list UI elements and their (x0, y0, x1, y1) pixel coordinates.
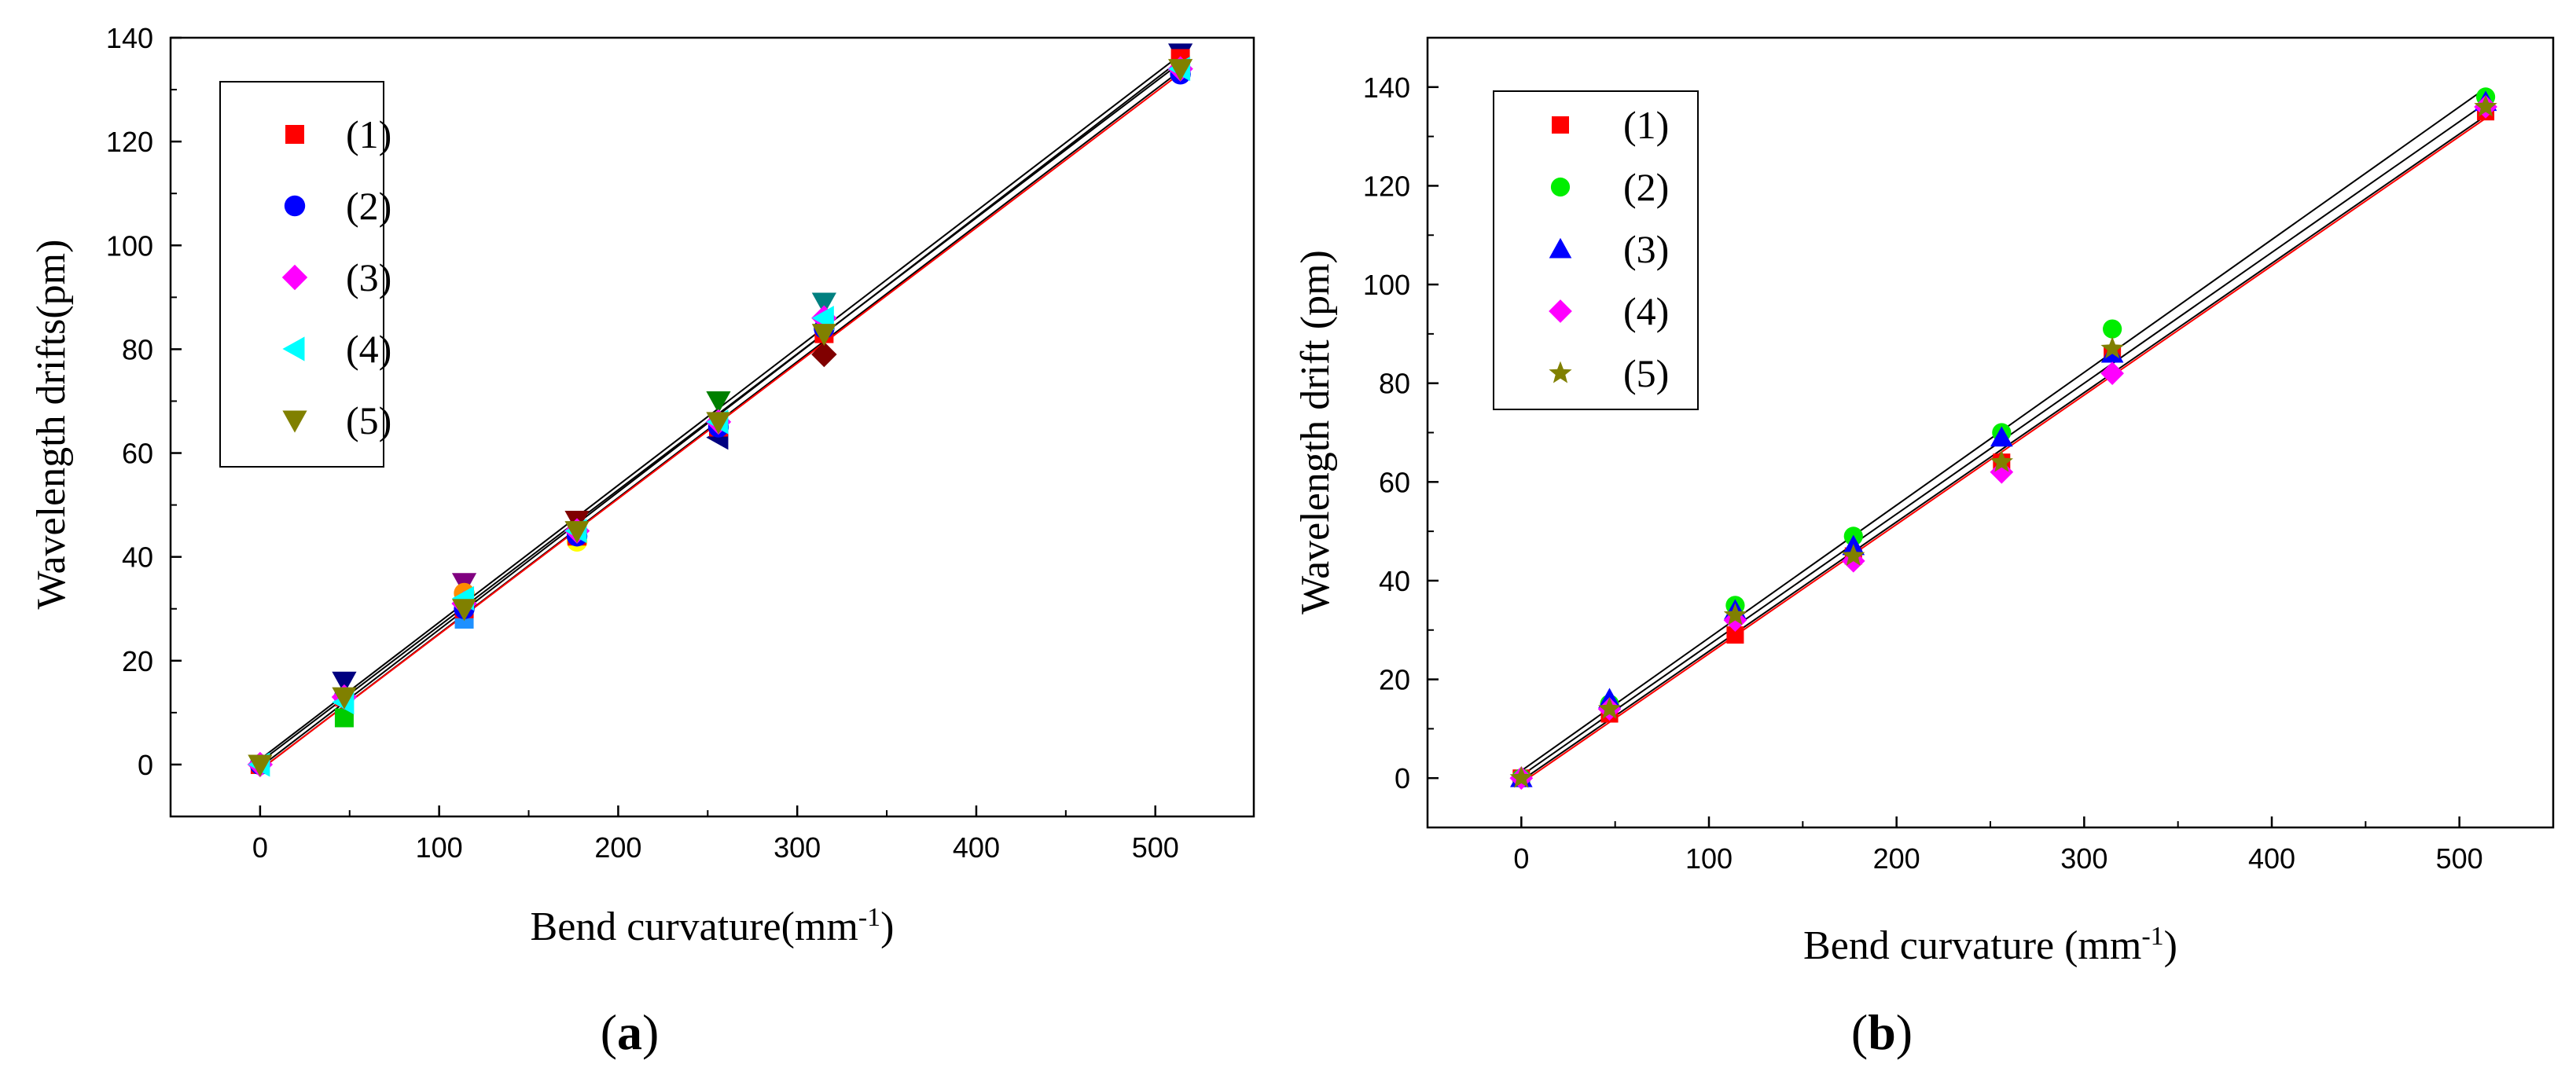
data-point-series-5 (2100, 336, 2124, 359)
panel-label-a: (a) (601, 1004, 660, 1060)
legend-label-3: (3) (1623, 227, 1669, 271)
y-tick-label: 20 (1379, 664, 1410, 696)
y-tick-label: 100 (1363, 269, 1410, 301)
y-tick-label: 60 (1379, 466, 1410, 498)
x-tick-label: 400 (953, 831, 1000, 864)
x-tick-label: 0 (1513, 842, 1529, 875)
legend-marker-2 (284, 195, 306, 217)
data-point-extra (706, 391, 731, 414)
legend-label-4: (4) (346, 327, 391, 371)
y-tick-label: 80 (1379, 368, 1410, 400)
y-tick-label: 40 (1379, 565, 1410, 597)
plot-frame-a (169, 36, 1255, 818)
legend-marker-4 (282, 336, 305, 361)
y-tick-label: 140 (1363, 72, 1410, 104)
data-point-series-5 (2474, 94, 2497, 117)
x-tick-label: 200 (1873, 842, 1920, 875)
y-tick-label: 120 (106, 126, 153, 158)
legend-marker-1 (1552, 116, 1569, 134)
data-point-series-5 (332, 687, 357, 710)
legend-label-5: (5) (1623, 351, 1669, 395)
legend-marker-5 (1549, 361, 1572, 383)
y-tick-label: 60 (122, 438, 153, 470)
legend-marker-1 (285, 125, 304, 144)
legend-label-2: (2) (346, 184, 391, 228)
x-tick-label: 100 (1685, 842, 1733, 875)
legend-label-2: (2) (1623, 165, 1669, 209)
legend-marker-2 (1550, 177, 1571, 197)
legend-box-b (1493, 90, 1699, 410)
axis-ticks-b: 0 100 200 300 400 500 0 20 40 60 80 100 120 140 (1363, 72, 2483, 875)
y-tick-label: 80 (122, 333, 153, 365)
legend-label-4: (4) (1623, 289, 1669, 333)
chart-panel-b: 0 100 200 300 400 500 0 20 40 60 80 100 120 140 (1) (2… (1293, 36, 2555, 1060)
legend-marker-3 (281, 264, 308, 291)
y-tick-label: 0 (1395, 762, 1410, 794)
y-axis-title-a: Wavelength drifts(pm) (29, 240, 74, 610)
legend-marker-4 (1549, 299, 1572, 323)
data-point-series-5 (1509, 765, 1533, 788)
panel-label-b: (b) (1851, 1004, 1913, 1060)
data-point-series-3 (1990, 426, 2013, 447)
fit-line (1520, 117, 2486, 784)
data-point-series-4 (1990, 460, 2014, 484)
data-point-series-5 (248, 754, 273, 777)
x-axis-title-sup-b: -1 (2141, 922, 2163, 951)
legend-label-1: (1) (1623, 103, 1669, 147)
data-point-extra (811, 341, 837, 368)
y-tick-label: 20 (122, 645, 153, 677)
x-axis-title-a: Bend curvature(mm-1) (531, 903, 895, 949)
x-tick-label: 500 (1132, 831, 1179, 864)
y-tick-label: 140 (106, 22, 153, 54)
fit-line (1520, 115, 2486, 782)
data-point-series-2 (2103, 319, 2122, 339)
data-point-series-5 (451, 599, 477, 622)
x-tick-label: 300 (2060, 842, 2107, 875)
x-axis-title-text-b: Bend curvature (mm (1803, 923, 2141, 968)
x-tick-label: 100 (416, 831, 463, 864)
y-axis-title-b: Wavelength drift (pm) (1293, 250, 1338, 615)
data-point-series-5 (1723, 603, 1747, 626)
x-tick-label: 300 (774, 831, 821, 864)
data-point-series-5 (706, 412, 731, 435)
data-point-series-5 (1842, 544, 1865, 566)
y-tick-label: 0 (138, 749, 153, 781)
legend-label-3: (3) (346, 255, 391, 299)
x-tick-label: 0 (252, 831, 268, 864)
data-point-series-1 (1726, 626, 1744, 644)
x-axis-title-b: Bend curvature (mm-1) (1803, 922, 2177, 968)
axis-ticks-a: 0 100 200 300 400 500 0 20 40 60 80 100 120 140 (106, 22, 1179, 864)
data-point-series-4 (2100, 361, 2124, 385)
data-point-series-5 (811, 324, 836, 347)
data-point-series-5 (1168, 59, 1193, 82)
legend-marker-3 (1549, 237, 1572, 259)
data-point-series-5 (564, 521, 590, 544)
panel-label-letter-a: a (617, 1004, 642, 1060)
data-point-extra (332, 671, 357, 694)
x-tick-label: 400 (2248, 842, 2295, 875)
legend-marker-5 (282, 410, 307, 433)
data-points-a (247, 43, 1193, 778)
data-point-extra (811, 292, 836, 315)
legend-label-1: (1) (346, 112, 391, 156)
y-tick-label: 100 (106, 229, 153, 262)
data-points-b (1509, 87, 2497, 791)
legend-label-5: (5) (346, 398, 391, 442)
panel-label-letter-b: b (1868, 1004, 1896, 1060)
x-tick-label: 500 (2436, 842, 2483, 875)
x-tick-label: 200 (594, 831, 641, 864)
x-axis-title-text-a: Bend curvature(mm (531, 904, 858, 949)
x-axis-title-sup-a: -1 (858, 903, 880, 932)
x-axis-title-close-a: ) (880, 904, 894, 949)
y-tick-label: 40 (122, 541, 153, 574)
data-point-series-5 (1597, 696, 1622, 719)
x-axis-title-close-b: ) (2164, 923, 2177, 968)
legend-b: (1) (2) (3) (4) (5) (1493, 90, 1699, 410)
chart-panel-a: 0 100 200 300 400 500 0 20 40 60 80 100 120 140 (1) (2… (29, 22, 1255, 1060)
legend-a: (1) (2) (3) (4) (5) (219, 81, 391, 468)
data-point-series-5 (1990, 449, 2013, 472)
y-tick-label: 120 (1363, 170, 1410, 202)
